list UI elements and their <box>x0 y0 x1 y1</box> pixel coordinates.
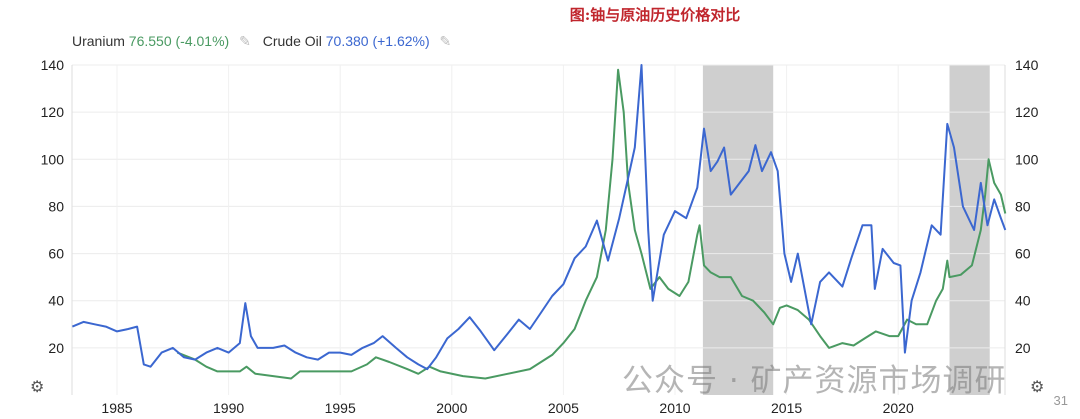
y-tick-left: 80 <box>48 198 64 214</box>
legend-uranium-name: Uranium <box>72 33 125 49</box>
x-tick: 2020 <box>883 400 914 416</box>
y-tick-right: 60 <box>1015 246 1031 262</box>
shaded-period <box>702 65 774 395</box>
x-tick: 2005 <box>548 400 579 416</box>
gear-icon[interactable]: ⚙ <box>30 379 45 396</box>
series-line-crude-oil <box>72 64 1007 371</box>
y-tick-left: 20 <box>48 340 64 356</box>
chart-legend: Uranium 76.550 (-4.01%) ✎ Crude Oil 70.3… <box>72 33 459 50</box>
y-tick-left: 60 <box>48 246 64 262</box>
y-tick-right: 80 <box>1015 198 1031 214</box>
legend-crude-name: Crude Oil <box>262 33 322 49</box>
series-line-uranium <box>176 68 1007 380</box>
page-number: 31 <box>1053 393 1068 408</box>
x-tick: 2015 <box>771 400 802 416</box>
x-tick: 1995 <box>325 400 356 416</box>
shaded-period <box>949 65 990 395</box>
y-tick-left: 120 <box>41 104 65 120</box>
y-tick-right: 20 <box>1015 340 1031 356</box>
y-tick-left: 40 <box>48 293 64 309</box>
legend-crude-value: 70.380 (+1.62%) <box>325 33 430 49</box>
y-tick-left: 100 <box>41 151 65 167</box>
pencil-icon[interactable]: ✎ <box>239 33 251 49</box>
y-tick-right: 120 <box>1015 104 1039 120</box>
y-tick-right: 40 <box>1015 293 1031 309</box>
gear-icon[interactable]: ⚙ <box>1030 379 1045 396</box>
y-tick-right: 100 <box>1015 151 1039 167</box>
x-tick: 1990 <box>213 400 244 416</box>
x-tick: 1985 <box>101 400 132 416</box>
figure-caption: 图:铀与原油历史价格对比 <box>569 6 741 24</box>
x-tick: 2000 <box>436 400 467 416</box>
watermark: 公众号 · 矿产资源市场调研 <box>622 363 1007 399</box>
x-tick: 2010 <box>659 400 690 416</box>
y-tick-left: 140 <box>41 57 65 73</box>
pencil-icon[interactable]: ✎ <box>439 33 452 49</box>
legend-uranium-value: 76.550 (-4.01%) <box>128 33 230 49</box>
y-tick-right: 140 <box>1015 57 1039 73</box>
